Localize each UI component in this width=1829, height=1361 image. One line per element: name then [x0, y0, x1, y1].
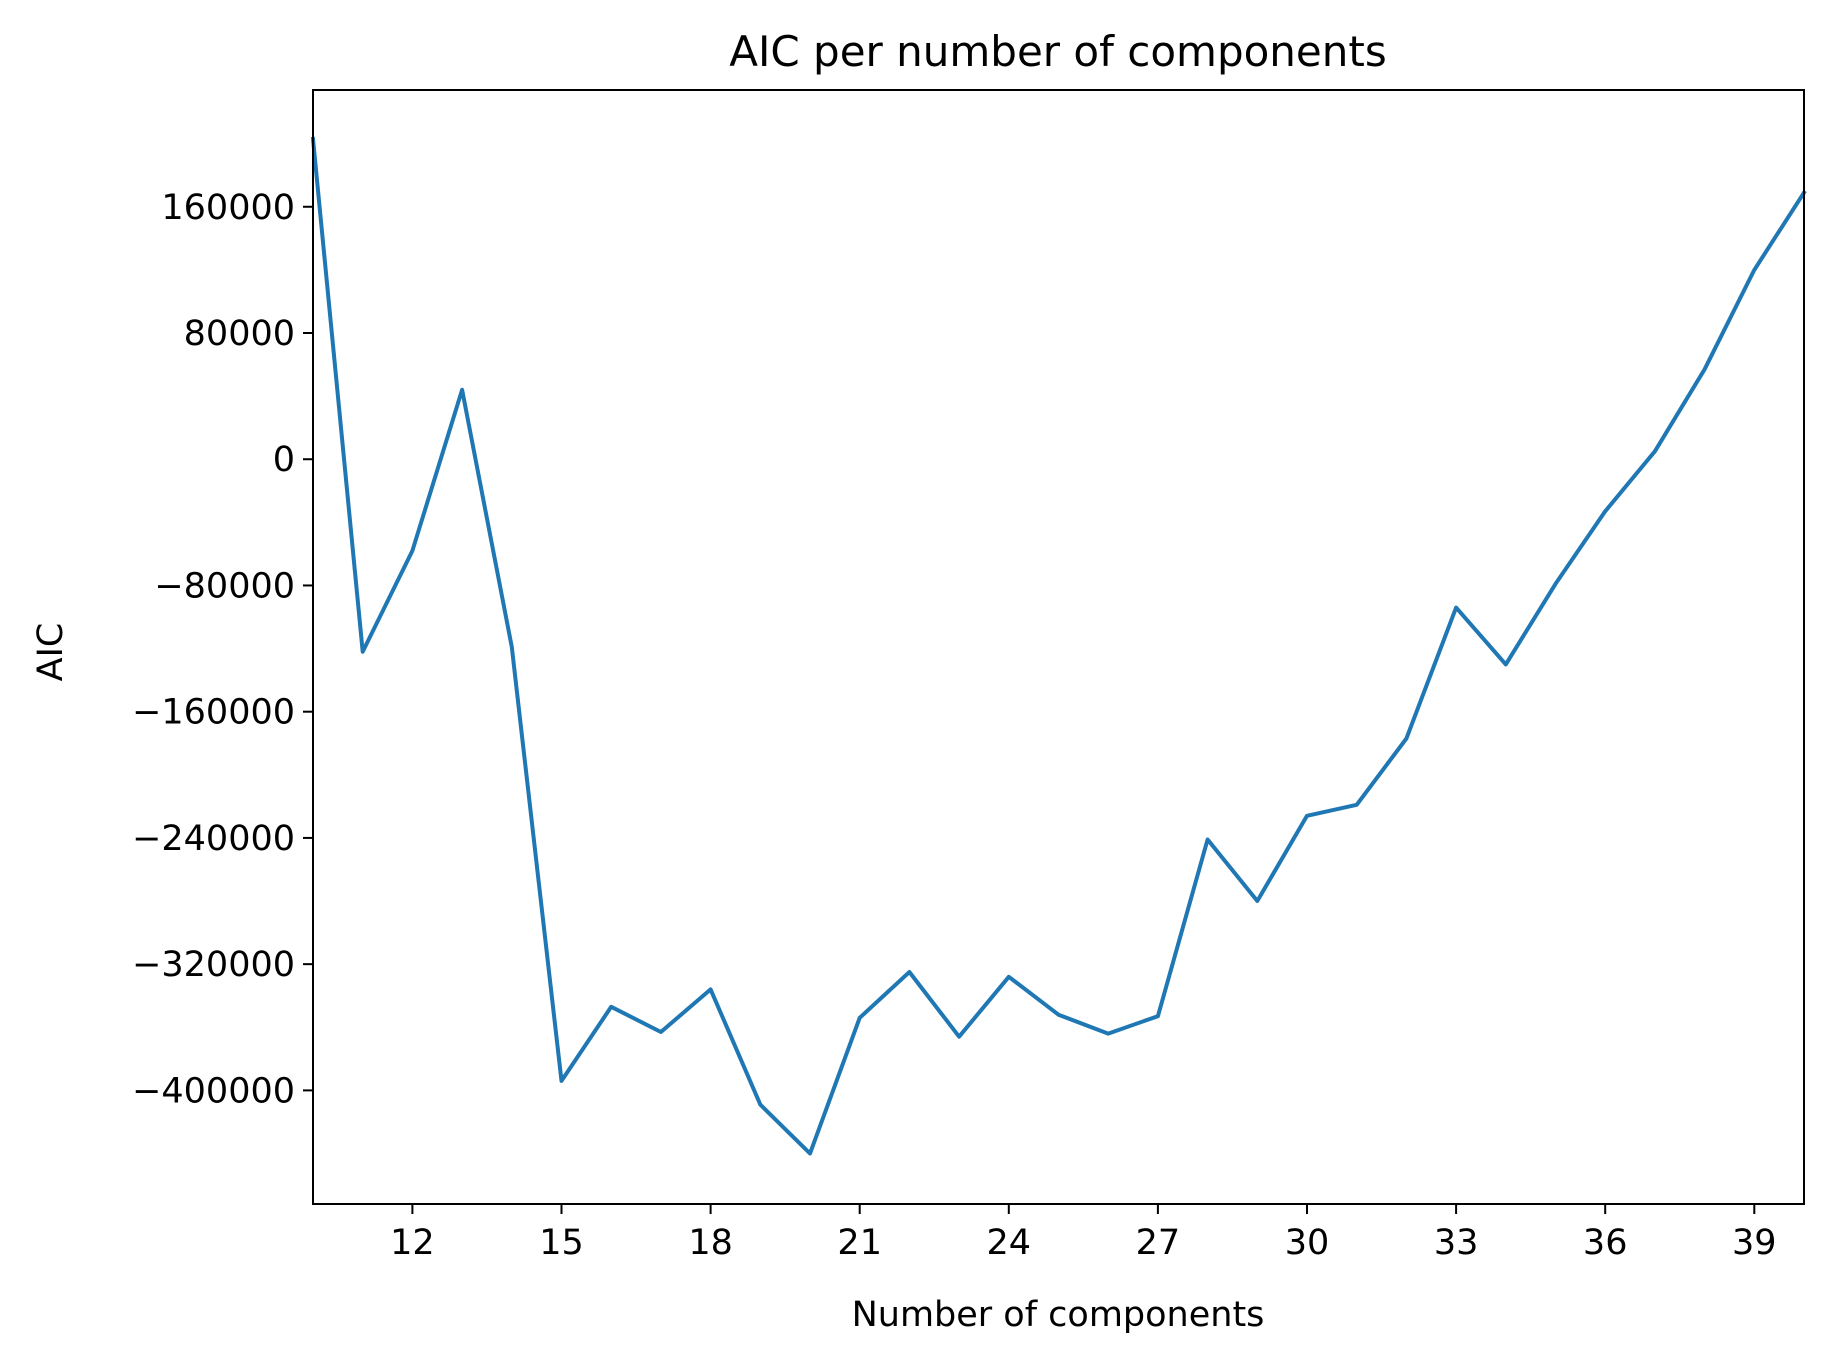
x-tick-label: 18: [688, 1223, 733, 1263]
y-tick-label: −400000: [132, 1071, 295, 1111]
series-group: [310, 136, 1807, 1156]
y-tick-label: 0: [273, 440, 295, 480]
y-tick-label: 160000: [161, 188, 295, 228]
x-tick-label: 12: [390, 1223, 435, 1263]
x-tick-label: 36: [1583, 1223, 1628, 1263]
x-tick-label: 30: [1285, 1223, 1330, 1263]
axes-frame: [312, 89, 1805, 1205]
x-axis-label: Number of components: [852, 1295, 1265, 1335]
y-tick-label: −80000: [154, 566, 295, 606]
y-tick-label: −240000: [132, 819, 295, 859]
x-tick-label: 39: [1732, 1223, 1777, 1263]
x-tick-label: 24: [987, 1223, 1032, 1263]
x-tick-label: 27: [1136, 1223, 1181, 1263]
y-tick-label: −320000: [132, 945, 295, 985]
y-axis-label: AIC: [31, 623, 71, 682]
y-axis-ticks: 160000 80000 0 −80000 −160000 −240000 −320000 −…: [132, 188, 313, 1111]
x-tick-label: 15: [539, 1223, 584, 1263]
x-tick-label: 21: [837, 1223, 882, 1263]
y-tick-label: 80000: [184, 314, 295, 354]
x-axis-ticks: 12 15 18 21 24 27 30 33 36 39: [390, 1204, 1777, 1263]
series-line: [310, 136, 1807, 1156]
y-tick-label: −160000: [132, 693, 295, 733]
chart-title: AIC per number of components: [729, 27, 1387, 76]
x-tick-label: 33: [1434, 1223, 1479, 1263]
